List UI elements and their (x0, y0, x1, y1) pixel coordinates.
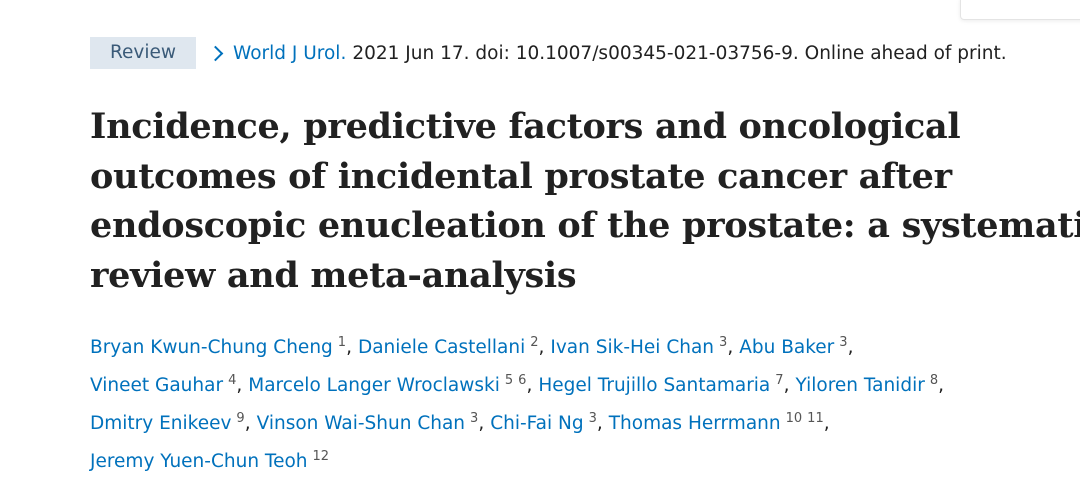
author-name[interactable]: Ivan Sik-Hei Chan (550, 337, 715, 358)
author-name[interactable]: Daniele Castellani (357, 337, 526, 358)
author-list: Bryan Kwun-Chung Cheng 1, Daniele Castella… (90, 326, 950, 478)
separator: , (596, 413, 603, 434)
title-line: Incidence, predictive factors and oncolo… (90, 106, 961, 147)
separator: , (783, 375, 790, 396)
article-title: Incidence, predictive factors and oncolo… (90, 102, 1080, 300)
author-name[interactable]: Thomas Herrmann (608, 413, 781, 434)
author-name[interactable]: Yiloren Tanidir (795, 375, 925, 396)
affiliation-number[interactable]: 2 (530, 335, 539, 350)
author-name[interactable]: Dmitry Enikeev (90, 413, 232, 434)
author-name[interactable]: Hegel Trujillo Santamaria (538, 375, 771, 396)
toolbar-box (960, 0, 1080, 20)
separator: , (526, 375, 533, 396)
separator: , (346, 337, 352, 358)
affiliation-number[interactable]: 5 (504, 373, 514, 388)
affiliation-number[interactable]: 4 (228, 373, 237, 388)
affiliation-number[interactable]: 11 (807, 411, 824, 426)
affiliation-number[interactable]: 9 (236, 411, 245, 426)
author-line: Vineet Gauhar 4, Marcelo Langer Wroclawski… (90, 364, 950, 402)
separator: , (847, 337, 854, 358)
title-line: review and meta-analysis (90, 254, 577, 296)
separator: , (538, 337, 545, 358)
citation: 2021 Jun 17. doi: 10.1007/s00345-021-037… (352, 42, 1007, 64)
author-line: Dmitry Enikeev 9, Vinson Wai-Shun Chan 3, Ch… (90, 402, 950, 440)
article-type-badge: Review (90, 37, 197, 69)
affiliation-number[interactable]: 7 (775, 373, 784, 388)
affiliation-number[interactable]: 3 (470, 411, 479, 426)
author-name[interactable]: Chi-Fai Ng (490, 413, 584, 434)
affiliation-number[interactable]: 10 (785, 411, 803, 426)
affiliation-number[interactable]: 1 (337, 335, 347, 350)
affiliation-number[interactable]: 8 (929, 373, 939, 388)
citation-line: Review World J Urol. 2021 Jun 17. doi: 1… (90, 37, 1007, 69)
affiliation-number[interactable]: 12 (312, 449, 330, 464)
author-name[interactable]: Vinson Wai-Shun Chan (256, 413, 466, 434)
title-line: outcomes of incidental prostate cancer a… (90, 155, 952, 197)
separator: , (244, 413, 251, 434)
affiliation-number[interactable]: 3 (839, 335, 848, 350)
separator: , (236, 375, 243, 396)
author-name[interactable]: Jeremy Yuen-Chun Teoh (90, 451, 308, 472)
affiliation-number[interactable]: 3 (588, 411, 597, 426)
author-line: Bryan Kwun-Chung Cheng 1, Daniele Castella… (90, 326, 950, 364)
separator: , (938, 375, 944, 396)
separator: , (823, 413, 830, 434)
separator: , (478, 413, 485, 434)
author-name[interactable]: Marcelo Langer Wroclawski (248, 375, 500, 396)
affiliation-number[interactable]: 3 (719, 335, 728, 350)
separator: , (727, 337, 734, 358)
author-name[interactable]: Abu Baker (739, 337, 835, 358)
affiliation-number[interactable]: 6 (518, 373, 527, 388)
author-name[interactable]: Bryan Kwun-Chung Cheng (90, 337, 333, 358)
title-line: endoscopic enucleation of the prostate: … (90, 205, 1080, 246)
journal-link[interactable]: World J Urol. (233, 42, 347, 64)
author-line: Jeremy Yuen-Chun Teoh 12 (90, 440, 950, 478)
expand-arrow[interactable] (207, 45, 224, 61)
author-name[interactable]: Vineet Gauhar (90, 375, 224, 396)
